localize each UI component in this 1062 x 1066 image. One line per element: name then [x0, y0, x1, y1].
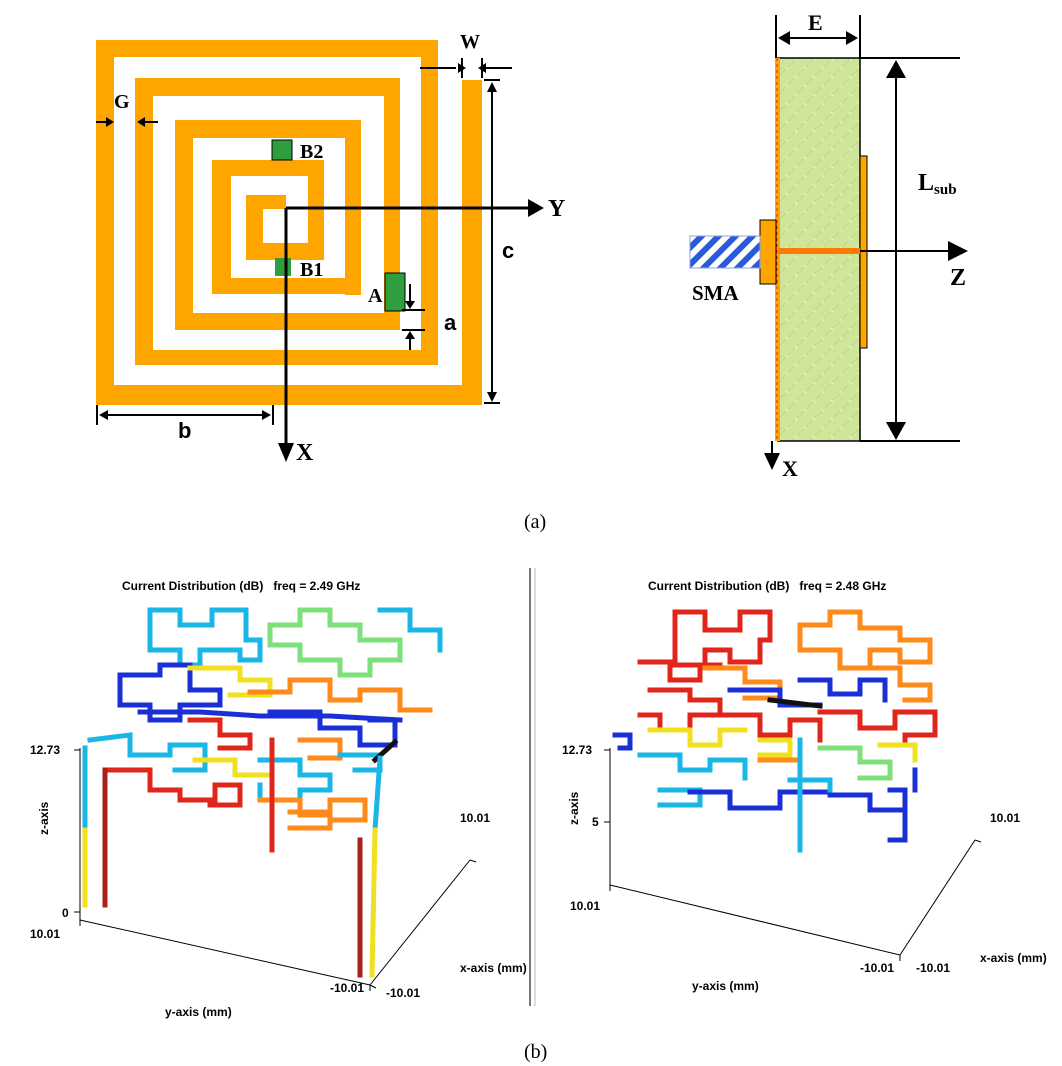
spiral-conductor — [96, 40, 482, 405]
label-b-dim: b — [178, 418, 191, 443]
plot1-x-tick-top: 10.01 — [460, 811, 490, 825]
antenna-side-view: E Lsub Z X SMA — [689, 10, 968, 481]
plot2-x-tick-top: 10.01 — [990, 811, 1020, 825]
side-view-lines — [771, 15, 960, 455]
sma-flange — [759, 219, 777, 285]
label-z-axis: Z — [950, 265, 966, 291]
sma-connector — [689, 235, 761, 269]
x-axis-arrowhead — [278, 443, 294, 462]
label-a-dim: a — [444, 310, 457, 335]
caption-a: (a) — [524, 511, 546, 533]
label-g: G — [114, 91, 130, 113]
ground-plane — [775, 58, 780, 441]
plot2-z-tick-middle: 5 — [592, 815, 599, 829]
label-x-axis-side: X — [782, 456, 798, 481]
dimension-arrowheads — [99, 63, 497, 420]
label-sma: SMA — [692, 281, 740, 305]
pad-b2 — [271, 139, 293, 161]
plot1-current-paths — [82, 607, 443, 978]
plot1-axes-box — [79, 748, 471, 986]
plot2-title: Current Distribution (dB) freq = 2.48 GH… — [648, 579, 886, 593]
label-w: W — [460, 31, 480, 53]
plot1-z-tick-bottom: 0 — [62, 906, 69, 920]
label-b2: B2 — [300, 141, 323, 163]
plot2-ticks — [604, 749, 982, 961]
plot2-axes-box — [609, 748, 976, 956]
plot2-y-tick-right: -10.01 — [860, 961, 894, 975]
y-axis-arrowhead — [528, 199, 544, 217]
feed-probe — [778, 248, 860, 254]
plot1-y-tick-left: 10.01 — [30, 927, 60, 941]
label-x-axis: X — [296, 440, 314, 466]
plot1-z-axis-label: z-axis — [37, 801, 51, 835]
side-view-arrowheads — [764, 31, 968, 470]
current-plot-1: Current Distribution (dB) freq = 2.49 GH… — [30, 579, 527, 1019]
plot1-y-axis-label: y-axis (mm) — [165, 1005, 232, 1019]
plot1-y-tick-right: -10.01 — [330, 981, 364, 995]
plot1-z-tick-top: 12.73 — [30, 743, 60, 757]
plot1-ticks — [74, 749, 477, 991]
current-plot-2: Current Distribution (dB) freq = 2.48 GH… — [562, 579, 1047, 993]
plot1-x-tick-bottom: -10.01 — [386, 986, 420, 1000]
plot1-x-axis-label: x-axis (mm) — [460, 961, 527, 975]
coordinate-axes — [284, 206, 530, 445]
plot2-z-tick-top: 12.73 — [562, 743, 592, 757]
plot2-x-tick-bottom: -10.01 — [916, 961, 950, 975]
pad-a — [384, 272, 406, 312]
caption-b: (b) — [524, 1041, 547, 1063]
plot2-y-axis-label: y-axis (mm) — [692, 979, 759, 993]
plot2-y-tick-left: 10.01 — [570, 899, 600, 913]
label-y-axis: Y — [548, 196, 565, 222]
plot1-title: Current Distribution (dB) freq = 2.49 GH… — [122, 579, 360, 593]
spiral-antenna-top-view: W G B2 B1 A Y X a b c — [96, 31, 565, 466]
label-c-dim: c — [502, 238, 514, 263]
plot2-current-paths — [612, 609, 938, 853]
plot2-z-axis-label: z-axis — [567, 791, 581, 825]
dimension-lines — [96, 58, 512, 425]
label-e: E — [808, 10, 823, 35]
label-a-pad: A — [368, 285, 383, 307]
pad-b1 — [275, 258, 291, 276]
plot2-x-axis-label: x-axis (mm) — [980, 951, 1047, 965]
label-lsub: Lsub — [918, 170, 957, 198]
label-b1: B1 — [300, 259, 323, 281]
